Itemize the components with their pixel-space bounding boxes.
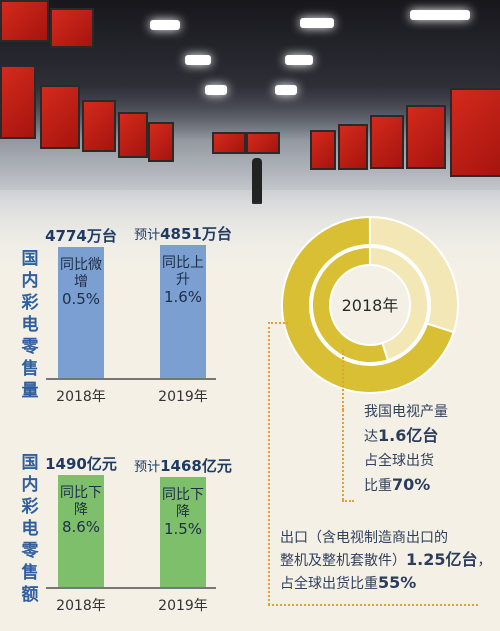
- ceiling-light: [300, 18, 334, 28]
- tv-screen: [370, 115, 404, 169]
- yoy-note-pct: 1.6%: [163, 288, 203, 307]
- tv-screen: [148, 122, 174, 162]
- ceiling-light: [275, 85, 297, 95]
- tv-screen: [40, 85, 80, 149]
- tv-screen: [212, 132, 246, 154]
- tick-label-volume-2019: 2019年: [158, 389, 208, 405]
- yoy-note-text: 同比上升: [162, 255, 204, 289]
- yoy-note-volume-2019: 同比上升 1.6%: [160, 255, 206, 306]
- tv-screen: [0, 65, 36, 139]
- tv-screen: [246, 132, 280, 154]
- title-char: 售: [21, 563, 39, 583]
- yoy-note-text: 同比下降: [60, 485, 102, 519]
- title-char: 内: [21, 475, 39, 495]
- tv-screen: [338, 124, 368, 170]
- data-label-volume-2019: 预计4851万台: [134, 225, 232, 244]
- data-label-volume-2018: 4774万台: [45, 227, 117, 246]
- ceiling-light: [185, 55, 211, 65]
- title-char: 彩: [21, 293, 39, 313]
- title-char: 售: [21, 359, 39, 379]
- bar-revenue-2019: [160, 476, 206, 587]
- connector-export-base: [268, 604, 478, 606]
- baseline-volume: [46, 378, 216, 380]
- annotation-line: 整机及整机套散件）1.25亿台，: [280, 550, 492, 569]
- donut-inner-slice-0: [311, 245, 390, 364]
- annotation-line: 占全球出货比重55%: [280, 573, 417, 592]
- tv-screen: [50, 8, 94, 48]
- title-char: 彩: [21, 497, 39, 517]
- annotation-production: 我国电视产量 达1.6亿台 占全球出货 比重70%: [364, 402, 494, 496]
- title-char: 电: [21, 315, 39, 335]
- donut-outer-slice-1: [369, 215, 459, 334]
- title-char: 国: [21, 453, 39, 473]
- tv-screen: [82, 100, 116, 152]
- tick-label-volume-2018: 2018年: [56, 389, 106, 405]
- tv-screen: [450, 88, 500, 177]
- ceiling-light: [150, 20, 180, 30]
- bar-volume-2018: [58, 247, 104, 378]
- tv-screen: [406, 105, 446, 169]
- baseline-revenue: [46, 587, 216, 589]
- connector-production-bracket: [342, 410, 344, 500]
- ceiling-light: [410, 10, 470, 20]
- yoy-note-revenue-2019: 同比下降 1.5%: [160, 487, 206, 538]
- title-char: 电: [21, 519, 39, 539]
- annotation-line: 达1.6亿台: [364, 426, 439, 445]
- tv-screen: [118, 112, 148, 158]
- donut-inner-slice-1: [369, 245, 429, 362]
- title-char: 国: [21, 249, 39, 269]
- yoy-note-revenue-2018: 同比下降 8.6%: [58, 485, 104, 536]
- bar-revenue-2018: [58, 475, 104, 587]
- donut-center-label: 2018年: [342, 296, 399, 315]
- tick-label-revenue-2019: 2019年: [158, 598, 208, 614]
- annotation-line: 我国电视产量: [364, 404, 448, 420]
- person-silhouette: [252, 158, 262, 204]
- tv-screen: [0, 0, 49, 42]
- ceiling-light: [285, 55, 313, 65]
- title-char: 零: [21, 541, 39, 561]
- tick-label-revenue-2018: 2018年: [56, 598, 106, 614]
- connector-export-top: [268, 322, 288, 324]
- data-label-revenue-2019: 预计1468亿元: [134, 456, 232, 475]
- connector-production: [342, 350, 344, 410]
- connector-production-end: [342, 500, 354, 502]
- annotation-export: 出口（含电视制造商出口的 整机及整机套散件）1.25亿台， 占全球出货比重55%: [280, 528, 495, 594]
- yoy-note-volume-2018: 同比微增 0.5%: [58, 257, 104, 308]
- ceiling-light: [205, 85, 227, 95]
- connector-export: [268, 322, 270, 605]
- data-label-revenue-2018: 1490亿元: [45, 455, 117, 474]
- bar-volume-2019: [160, 245, 206, 378]
- yoy-note-text: 同比微增: [60, 257, 102, 291]
- annotation-line: 出口（含电视制造商出口的: [280, 530, 448, 546]
- title-char: 量: [21, 381, 39, 401]
- donut-outer-slice-0: [281, 215, 455, 394]
- tv-screen: [310, 130, 336, 170]
- title-char: 零: [21, 337, 39, 357]
- yoy-note-pct: 8.6%: [61, 518, 101, 537]
- title-char: 内: [21, 271, 39, 291]
- annotation-line: 占全球出货: [364, 453, 434, 469]
- yoy-note-pct: 0.5%: [61, 290, 101, 309]
- annotation-line: 比重70%: [364, 475, 431, 494]
- chart-volume-title: 国内彩电零售量: [20, 248, 40, 402]
- chart-revenue-title: 国内彩电零售额: [20, 452, 40, 606]
- title-char: 额: [21, 585, 39, 605]
- yoy-note-text: 同比下降: [162, 486, 204, 520]
- yoy-note-pct: 1.5%: [163, 519, 203, 538]
